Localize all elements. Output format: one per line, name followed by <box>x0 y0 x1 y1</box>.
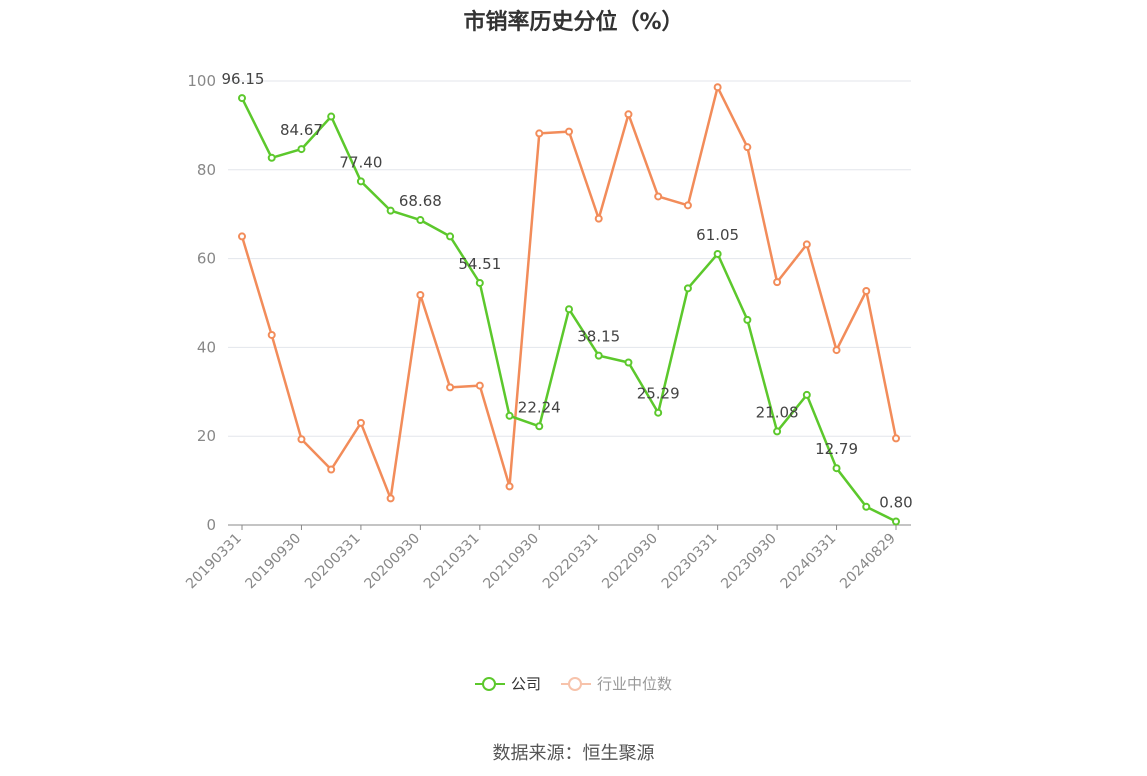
legend-line-icon <box>561 676 591 691</box>
y-tick-label: 60 <box>197 250 216 268</box>
x-tick-label: 20240331 <box>778 531 840 593</box>
data-label: 61.05 <box>696 226 739 244</box>
y-tick-label: 80 <box>197 161 216 179</box>
x-tick-label: 20220331 <box>540 531 602 593</box>
industry-median-point <box>743 143 752 152</box>
x-tick-label: 20190331 <box>183 531 245 593</box>
industry-median-point <box>862 287 871 296</box>
x-tick-label: 20190930 <box>243 531 305 593</box>
data-label: 21.08 <box>756 403 799 421</box>
legend-line-icon <box>474 676 505 691</box>
line-chart: 0 20 40 60 80 100 2019033120190930202003312020… <box>183 70 913 592</box>
y-tick-label: 100 <box>187 72 216 90</box>
company-point <box>565 305 573 314</box>
company-point <box>238 94 246 103</box>
legend-item-company[interactable]: 公司 <box>474 673 541 694</box>
y-tick-label: 40 <box>197 338 216 356</box>
company-point <box>267 153 276 162</box>
company-point <box>624 358 633 367</box>
industry-median-series-line <box>240 85 898 500</box>
series-lines <box>240 85 898 523</box>
industry-median-point <box>238 232 246 241</box>
industry-median-point <box>802 240 811 249</box>
company-point <box>327 112 336 121</box>
legend-label: 公司 <box>510 675 541 693</box>
company-point <box>475 278 484 287</box>
industry-median-point <box>654 192 663 201</box>
industry-median-point <box>386 494 395 503</box>
industry-median-point <box>475 381 484 390</box>
company-point <box>892 517 900 526</box>
data-label: 0.80 <box>879 493 912 511</box>
x-tick-label: 20220930 <box>599 531 661 593</box>
industry-median-point <box>565 127 573 136</box>
industry-median-point <box>683 201 692 210</box>
source-note: 数据来源：恒生聚源 <box>492 743 655 764</box>
industry-median-point <box>892 434 900 443</box>
industry-median-point <box>624 110 633 119</box>
data-label: 96.15 <box>222 70 265 88</box>
company-point <box>416 216 425 225</box>
company-point <box>862 502 871 511</box>
data-points <box>238 83 900 526</box>
x-tick-label: 20210930 <box>480 531 542 593</box>
data-label: 25.29 <box>637 385 680 403</box>
x-tick-label: 20230331 <box>659 531 721 593</box>
legend-label: 行业中位数 <box>597 675 673 693</box>
industry-median-point <box>416 291 425 300</box>
company-point <box>446 232 455 241</box>
data-label: 12.79 <box>815 440 858 458</box>
industry-median-point <box>535 129 544 138</box>
industry-median-point <box>594 214 603 223</box>
industry-median-point <box>505 482 514 491</box>
y-tick-label: 0 <box>206 516 216 534</box>
data-label: 54.51 <box>458 255 501 273</box>
x-tick-label: 20200930 <box>361 531 423 593</box>
data-labels: 96.15 84.67 77.40 68.68 54.51 22.24 38.15 25.29… <box>222 70 913 511</box>
industry-median-point <box>832 346 841 355</box>
company-point <box>713 249 722 258</box>
industry-median-point <box>267 330 276 339</box>
company-point <box>802 390 811 399</box>
industry-median-point <box>773 278 782 287</box>
industry-median-point <box>356 418 365 427</box>
company-point <box>832 464 841 473</box>
company-point <box>535 422 544 431</box>
industry-median-point <box>327 465 336 474</box>
y-tick-label: 20 <box>197 427 216 445</box>
axes: 0 20 40 60 80 100 2019033120190930202003312020… <box>183 72 911 592</box>
industry-median-point <box>446 383 455 392</box>
data-label: 77.40 <box>339 153 382 171</box>
company-point <box>683 284 692 293</box>
data-label: 22.24 <box>518 398 561 416</box>
company-point <box>594 351 603 360</box>
data-label: 68.68 <box>399 192 442 210</box>
industry-median-point <box>713 83 722 92</box>
x-tick-label: 20210331 <box>421 531 483 593</box>
company-point <box>386 206 395 215</box>
chart-title: 市销率历史分位（%） <box>463 10 684 35</box>
company-point <box>773 427 782 436</box>
data-label: 38.15 <box>577 328 620 346</box>
x-tick-label: 20200331 <box>302 531 364 593</box>
data-label: 84.67 <box>280 121 323 139</box>
x-tick-label: 20240829 <box>837 531 899 593</box>
company-point <box>505 411 514 420</box>
industry-median-point <box>297 435 306 444</box>
company-point <box>297 145 306 154</box>
legend: 公司 行业中位数 <box>0 673 1147 695</box>
company-point <box>356 177 365 186</box>
company-point <box>743 315 752 324</box>
company-point <box>654 408 663 417</box>
legend-item-industry-median[interactable]: 行业中位数 <box>561 673 672 694</box>
x-tick-label: 20230930 <box>718 531 780 593</box>
